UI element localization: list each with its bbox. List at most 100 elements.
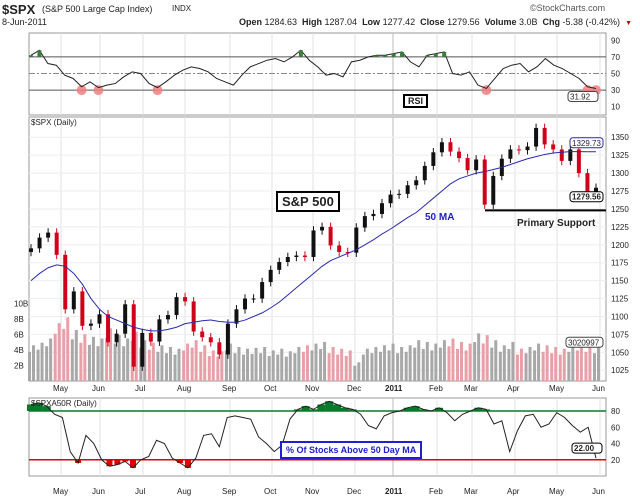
volume-bar (365, 348, 369, 381)
breadth-last-value-box (571, 442, 603, 454)
rsi-tick-label: 50 (611, 70, 620, 79)
volume-bar (575, 350, 579, 381)
volume-bar (498, 351, 502, 381)
quote-bar: Open 1284.63 High 1287.04 Low 1277.42 Close… (239, 17, 632, 27)
candle-body (114, 333, 119, 343)
candle-body (46, 232, 51, 238)
candle-body (457, 151, 462, 159)
candle-body (54, 232, 59, 255)
rsi-tick-label: 10 (611, 103, 620, 112)
price-tick-label: 1075 (611, 330, 629, 339)
price-tick-label: 1025 (611, 366, 629, 375)
overbought-fill (425, 55, 430, 57)
volume-bar (571, 345, 575, 381)
volume-bar (182, 350, 186, 381)
volume-bar (545, 345, 549, 381)
breadth-high-fill (411, 406, 420, 411)
overbought-fill (433, 53, 438, 57)
quote-value: 1277.42 (382, 17, 416, 27)
volume-bar (267, 355, 271, 381)
volume-bar (32, 345, 35, 381)
price-tick-label: 1175 (611, 259, 629, 268)
candle-body (354, 227, 359, 253)
breadth-high-fill (333, 404, 342, 411)
volume-bar (579, 343, 583, 381)
price-tick-label: 1150 (611, 277, 629, 286)
volume-bar (62, 328, 66, 381)
volume-bar (100, 338, 104, 381)
ma-last-value: 1329.73 (572, 139, 601, 148)
volume-bar (524, 353, 528, 381)
volume-bar (417, 340, 421, 381)
candle-body (534, 127, 539, 147)
candle-body (88, 323, 93, 326)
breadth-high-fill (403, 407, 412, 411)
volume-bar (216, 356, 220, 381)
volume-bar (297, 347, 301, 381)
volume-bar (91, 336, 95, 381)
volume-bar (263, 347, 267, 381)
volume-bar (396, 353, 400, 381)
price-tick-label: 1275 (611, 187, 629, 196)
price-tick-label: 1050 (611, 348, 629, 357)
volume-bar (160, 345, 164, 381)
volume-bar (502, 345, 506, 381)
quote-key: Open (238, 17, 265, 27)
volume-bar (481, 343, 485, 381)
volume-bar (387, 350, 391, 381)
month-label: Oct (264, 487, 277, 496)
candle-body (294, 255, 299, 257)
month-label: Jun (92, 487, 105, 496)
volume-bar (357, 362, 361, 381)
price-tick-label: 1100 (611, 312, 629, 321)
volume-bar (224, 350, 228, 381)
volume-bar (391, 343, 395, 381)
candle-body (388, 194, 393, 204)
volume-tick-label: 8B (14, 315, 24, 324)
month-label: 2011 (385, 487, 403, 496)
volume-bar (288, 351, 292, 381)
candle-body (63, 254, 68, 310)
candle-body (320, 226, 325, 231)
index-name: (S&P 500 Large Cap Index) (42, 4, 153, 14)
volume-bar (164, 353, 168, 381)
volume-bar (438, 347, 442, 381)
month-label: Mar (464, 384, 478, 393)
month-label: Dec (347, 487, 361, 496)
volume-bar (254, 347, 258, 381)
rsi-last-value: 31.92 (570, 93, 591, 102)
volume-bar (374, 347, 378, 381)
oversold-marker (152, 85, 163, 96)
month-label: Aug (177, 487, 191, 496)
volume-bar (173, 354, 177, 381)
volume-bar (593, 353, 596, 381)
volume-bar (228, 343, 232, 381)
candle-body (508, 149, 513, 159)
breadth-label-box: % Of Stocks Above 50 Day MA (280, 441, 423, 459)
volume-bar (113, 343, 117, 381)
date: 8-Jun-2011 (2, 17, 47, 27)
volume-bar (207, 355, 211, 381)
candle-body (302, 255, 307, 257)
month-label: May (549, 384, 564, 393)
volume-bar (430, 350, 434, 381)
volume-bar (584, 351, 588, 381)
volume-bar (105, 337, 109, 381)
quote-value: 1287.04 (324, 17, 358, 27)
breadth-low-fill (114, 459, 121, 465)
volume-bar (507, 349, 511, 381)
volume-bar (404, 351, 408, 381)
volume-bar (242, 354, 246, 381)
spx-label-box: S&P 500 (276, 191, 340, 212)
overbought-fill (391, 53, 396, 57)
candle-body (542, 127, 547, 145)
candle-body (559, 149, 564, 161)
volume-bar (28, 351, 31, 381)
volume-bar (528, 347, 532, 381)
volume-bar (494, 340, 498, 381)
volume-bar (331, 347, 335, 381)
exchange: INDX (172, 4, 192, 13)
month-label: May (549, 487, 564, 496)
